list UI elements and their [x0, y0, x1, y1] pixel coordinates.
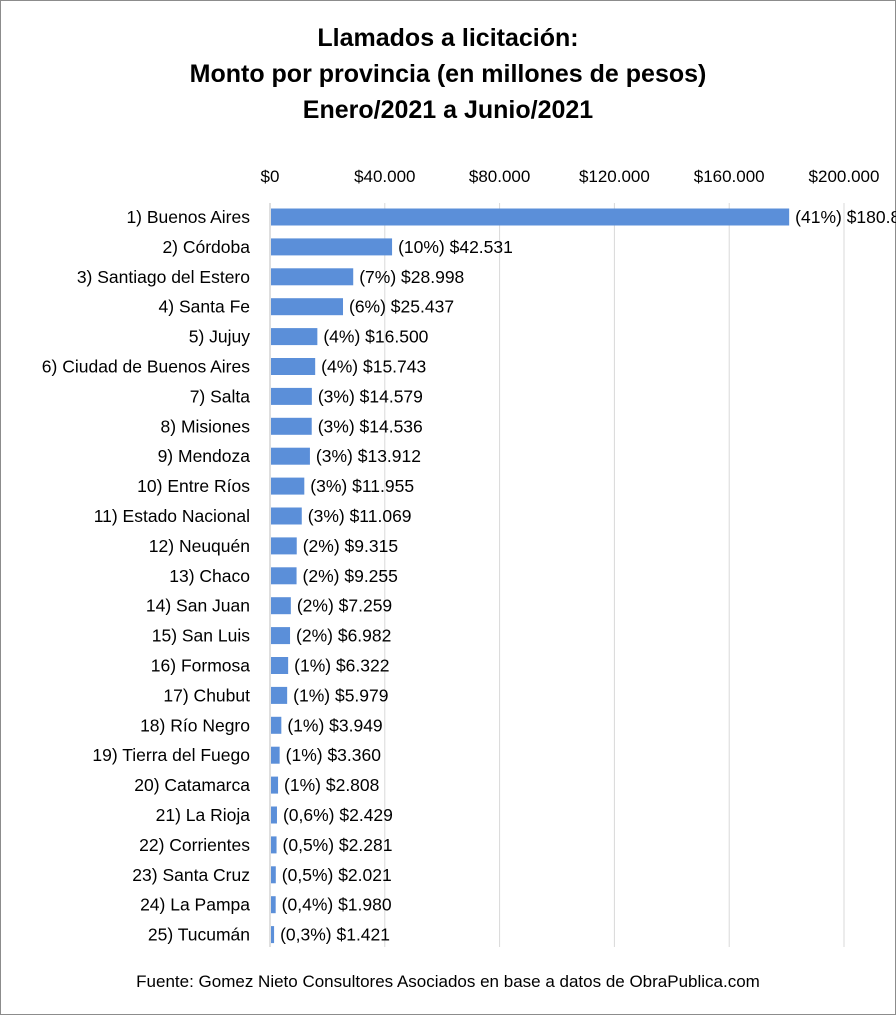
data-label: (4%) $16.500 — [323, 327, 428, 347]
gridlines — [384, 203, 845, 947]
bar — [271, 208, 790, 226]
chart-title: Llamados a licitación: Monto por provinc… — [0, 20, 896, 128]
category-label: 22) Corrientes — [139, 835, 250, 855]
bar — [271, 627, 291, 645]
category-label: 23) Santa Cruz — [132, 865, 250, 885]
bar — [271, 298, 344, 316]
category-label: 14) San Juan — [146, 596, 250, 616]
category-label: 7) Salta — [190, 386, 251, 406]
bar — [271, 537, 297, 555]
data-label: (0,5%) $2.281 — [283, 835, 393, 855]
x-tick-label: $40.000 — [354, 167, 415, 186]
category-label: 10) Entre Ríos — [137, 476, 250, 496]
category-label: 21) La Rioja — [156, 805, 251, 825]
bar — [271, 447, 310, 465]
x-tick-label: $160.000 — [694, 167, 765, 186]
data-label: (4%) $15.743 — [321, 357, 426, 377]
data-label: (10%) $42.531 — [398, 237, 513, 257]
bar — [271, 866, 276, 884]
data-label: (0,3%) $1.421 — [280, 925, 390, 945]
category-labels: 1) Buenos Aires 2) Córdoba 3) Santiago del… — [42, 207, 250, 945]
category-label: 20) Catamarca — [134, 775, 250, 795]
category-label: 18) Río Negro — [140, 715, 250, 735]
category-label: 11) Estado Nacional — [94, 506, 250, 526]
data-label: (1%) $3.360 — [286, 745, 382, 765]
category-label: 25) Tucumán — [148, 925, 250, 945]
bar — [271, 477, 305, 495]
data-label: (1%) $3.949 — [287, 715, 382, 735]
data-label: (0,6%) $2.429 — [283, 805, 393, 825]
category-label: 9) Mendoza — [158, 446, 251, 466]
category-label: 2) Córdoba — [162, 237, 250, 257]
bar — [271, 896, 276, 914]
bar — [271, 776, 279, 794]
bar — [271, 716, 282, 734]
x-tick-label: $200.000 — [809, 167, 880, 186]
bars — [271, 208, 790, 944]
category-label: 15) San Luis — [152, 626, 251, 646]
category-label: 6) Ciudad de Buenos Aires — [42, 357, 250, 377]
bar — [271, 328, 318, 346]
data-label: (2%) $6.982 — [296, 626, 391, 646]
x-tick-label: $80.000 — [469, 167, 530, 186]
category-label: 24) La Pampa — [140, 895, 250, 915]
bar — [271, 238, 393, 256]
category-label: 17) Chubut — [163, 685, 250, 705]
bar — [271, 507, 302, 525]
data-label: (3%) $13.912 — [316, 446, 421, 466]
data-label: (1%) $2.808 — [284, 775, 379, 795]
category-label: 4) Santa Fe — [159, 297, 250, 317]
data-labels: (41%) $180.895 (10%) $42.531 (7%) $28.998 (… — [280, 207, 896, 945]
data-label: (0,5%) $2.021 — [282, 865, 392, 885]
data-label: (3%) $11.955 — [310, 476, 414, 496]
data-label: (0,4%) $1.980 — [282, 895, 392, 915]
chart-title-line-3: Enero/2021 a Junio/2021 — [302, 96, 594, 124]
x-tick-label: $0 — [261, 167, 280, 186]
bar — [271, 597, 291, 615]
bar — [271, 657, 289, 674]
data-label: (3%) $14.579 — [318, 386, 423, 406]
bar — [271, 926, 275, 944]
data-label: (2%) $9.315 — [303, 536, 398, 556]
chart-title-line-1: Llamados a licitación: — [317, 24, 579, 52]
source-footer: Fuente: Gomez Nieto Consultores Asociado… — [136, 972, 760, 991]
chart-title-line-2: Monto por provincia (en millones de peso… — [189, 60, 707, 88]
bar — [271, 836, 277, 854]
category-label: 13) Chaco — [169, 566, 250, 586]
data-label: (1%) $6.322 — [294, 656, 389, 676]
bar — [271, 268, 354, 286]
data-label: (41%) $180.895 — [795, 207, 896, 227]
data-label: (2%) $9.255 — [303, 566, 398, 586]
bar — [271, 746, 280, 764]
category-label: 16) Formosa — [151, 656, 250, 676]
x-tick-label: $120.000 — [579, 167, 650, 186]
category-label: 3) Santiago del Estero — [77, 267, 250, 287]
bar — [271, 387, 312, 405]
category-label: 12) Neuquén — [149, 536, 250, 556]
bar — [271, 806, 277, 824]
data-label: (1%) $5.979 — [293, 685, 388, 705]
category-label: 1) Buenos Aires — [126, 207, 250, 227]
category-label: 8) Misiones — [161, 416, 251, 436]
bar — [271, 686, 288, 704]
bar — [271, 567, 297, 585]
data-label: (2%) $7.259 — [297, 596, 392, 616]
category-label: 19) Tierra del Fuego — [92, 745, 250, 765]
data-label: (7%) $28.998 — [359, 267, 464, 287]
x-axis-ticks: $0 $40.000 $80.000 $120.000 $160.000 $200.000 — [261, 167, 880, 186]
category-label: 5) Jujuy — [189, 327, 251, 347]
data-label: (6%) $25.437 — [349, 297, 454, 317]
bar — [271, 417, 312, 435]
data-label: (3%) $14.536 — [318, 416, 423, 436]
data-label: (3%) $11.069 — [308, 506, 412, 526]
bar — [271, 358, 316, 375]
